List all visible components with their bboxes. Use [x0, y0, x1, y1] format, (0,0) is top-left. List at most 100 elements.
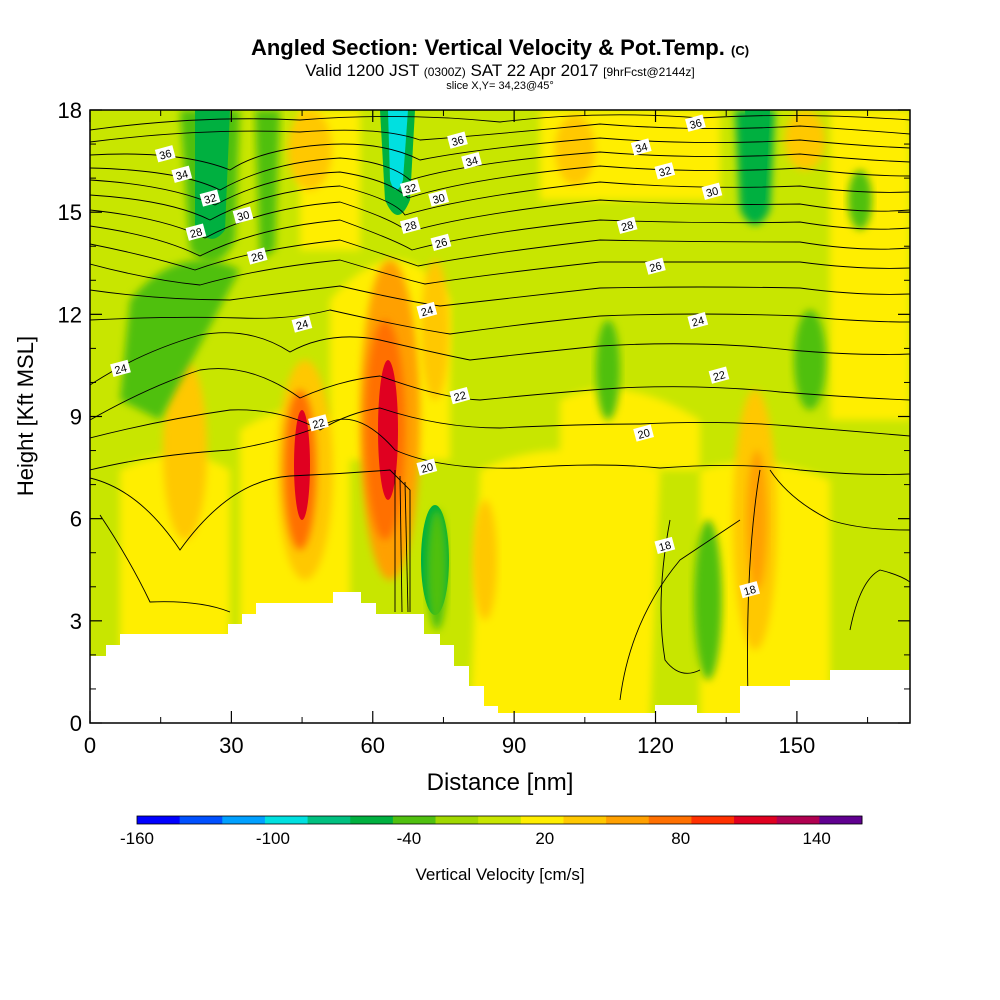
contour-label: 32	[399, 179, 421, 197]
colorbar-swatch	[478, 816, 522, 824]
colorbar-swatch	[179, 816, 223, 824]
y-tick-label: 9	[70, 405, 82, 430]
contour-label-text: 32	[403, 182, 418, 197]
contour-label-box	[399, 179, 421, 197]
colorbar-tick-label: -40	[397, 829, 422, 848]
contour-label-text: 36	[158, 148, 173, 163]
y-tick-label: 18	[58, 98, 82, 123]
valid-date: SAT 22 Apr 2017	[470, 61, 599, 80]
contour-label: 24	[291, 315, 313, 333]
colorbar-swatch	[137, 816, 181, 824]
y-tick-label: 12	[58, 302, 82, 327]
x-tick-label: 150	[779, 733, 816, 758]
contour-label-box	[461, 151, 482, 170]
contour-label-text: 30	[432, 192, 447, 207]
colorbar-swatch	[734, 816, 778, 824]
title-units-tag: (C)	[731, 43, 750, 58]
contour-label: 24	[416, 301, 438, 320]
contour-label-box	[739, 581, 761, 599]
contour-label-box	[616, 216, 638, 234]
chart-title: Angled Section: Vertical Velocity & Pot.…	[90, 36, 910, 63]
y-tick-label: 6	[70, 507, 82, 532]
contour-label: 18	[739, 581, 761, 599]
x-tick-label: 120	[637, 733, 674, 758]
colorbar-frame	[136, 815, 863, 825]
contour-label-box	[428, 189, 449, 207]
contour-label-text: 34	[634, 141, 649, 156]
contour-label: 36	[685, 114, 706, 132]
chart-subtitle: Valid 1200 JST (0300Z) SAT 22 Apr 2017 […	[90, 61, 910, 80]
x-axis: 0 30 60 90 120 150	[84, 110, 869, 758]
contour-label-box	[447, 131, 468, 149]
colorbar-tick-label: 80	[671, 829, 690, 848]
colorbar-tick-label: -160	[120, 829, 154, 848]
y-tick-label: 3	[70, 609, 82, 634]
slice-info: slice X,Y= 34,23@45°	[446, 80, 554, 92]
contour-label-text: 18	[743, 584, 758, 599]
y-tick-label: 0	[70, 711, 82, 736]
x-axis-label: Distance [nm]	[427, 769, 574, 796]
contour-label-text: 26	[434, 236, 449, 251]
contour-label: 34	[171, 165, 193, 183]
contour-label-box	[630, 138, 652, 156]
contour-label-box	[430, 233, 452, 251]
contour-label: 18	[654, 536, 676, 555]
contour-label: 30	[701, 182, 723, 200]
contour-label-text: 24	[691, 315, 706, 330]
y-tick-label: 15	[58, 200, 82, 225]
contour-label-box	[708, 366, 730, 384]
contour-label-text: 30	[705, 185, 720, 200]
terrain-mask	[90, 592, 910, 723]
contour-label: 32	[654, 162, 676, 180]
contour-label-text: 22	[453, 390, 468, 405]
colorbar-swatch	[691, 816, 735, 824]
plot-area: 3634323028262424222032302826242236342826…	[89, 109, 911, 724]
contour-label: 26	[246, 247, 268, 265]
colorbar-swatch	[350, 816, 394, 824]
colorbar-swatch	[392, 816, 437, 824]
colorbar-swatch	[264, 816, 309, 824]
contour-label-text: 24	[420, 305, 435, 320]
contour-label-text: 36	[450, 134, 465, 149]
colorbar-swatch	[563, 816, 607, 824]
contour-label: 34	[461, 151, 482, 170]
contour-label: 22	[449, 386, 471, 405]
valid-prefix: Valid 1200 JST	[305, 61, 419, 80]
colorbar-swatch	[819, 816, 863, 824]
contour-label-text: 24	[113, 362, 128, 377]
colorbar-swatch	[648, 816, 692, 824]
contour-label: 36	[447, 131, 468, 149]
colorbar-tick-label: -100	[256, 829, 290, 848]
colorbar-swatch	[307, 816, 351, 824]
contour-label-box	[687, 312, 709, 330]
potential-temperature-contours	[90, 114, 910, 701]
contour-label-box	[416, 458, 438, 476]
contour-label-box	[645, 257, 666, 275]
contour-label-box	[654, 536, 676, 555]
contour-label-box	[685, 114, 706, 132]
colorbar-label: Vertical Velocity [cm/s]	[415, 865, 584, 884]
contour-label-text: 20	[420, 461, 435, 476]
contour-label-box	[416, 301, 438, 320]
contour-label-text: 18	[658, 539, 673, 554]
x-tick-label: 0	[84, 733, 96, 758]
contour-label: 24	[687, 312, 709, 330]
contour-label: 28	[185, 223, 207, 241]
contour-label-box	[633, 424, 654, 442]
contour-label-text: 20	[637, 427, 652, 442]
valid-utc: (0300Z)	[423, 65, 466, 79]
contour-label: 30	[232, 206, 254, 224]
y-axis-label: Height [Kft MSL]	[13, 336, 38, 496]
colorbar-tick-label: 20	[535, 829, 554, 848]
contour-label: 28	[399, 216, 421, 234]
contour-label: 22	[308, 414, 329, 432]
contour-label: 24	[110, 359, 131, 377]
contour-label-text: 26	[648, 260, 663, 275]
contour-label: 34	[630, 138, 652, 156]
colorbar-swatch	[435, 816, 479, 824]
colorbar-tick-label: 140	[803, 829, 831, 848]
contour-label-box	[185, 223, 207, 241]
contour-label: 32	[199, 189, 221, 207]
contour-label-text: 26	[250, 250, 265, 265]
